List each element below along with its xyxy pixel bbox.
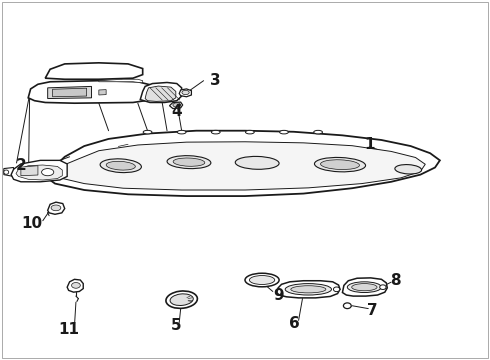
Polygon shape (11, 160, 67, 182)
Ellipse shape (72, 283, 80, 288)
Ellipse shape (166, 291, 197, 309)
Ellipse shape (211, 130, 220, 134)
Polygon shape (4, 167, 14, 176)
Ellipse shape (320, 160, 360, 170)
Ellipse shape (106, 161, 135, 170)
Text: 8: 8 (390, 273, 400, 288)
Text: 3: 3 (210, 73, 221, 88)
Ellipse shape (170, 294, 193, 306)
Polygon shape (16, 165, 62, 180)
Polygon shape (55, 142, 425, 190)
Ellipse shape (167, 156, 211, 168)
Text: 11: 11 (58, 322, 79, 337)
Ellipse shape (280, 130, 288, 134)
Polygon shape (48, 86, 92, 99)
Text: 1: 1 (364, 137, 374, 152)
Ellipse shape (347, 282, 381, 293)
Text: 10: 10 (21, 216, 42, 231)
Polygon shape (170, 102, 183, 109)
Polygon shape (28, 81, 155, 103)
Text: 2: 2 (16, 158, 27, 173)
Polygon shape (67, 279, 83, 292)
Ellipse shape (291, 286, 326, 293)
Ellipse shape (173, 103, 181, 107)
Polygon shape (179, 89, 192, 97)
Ellipse shape (42, 168, 54, 176)
Text: 6: 6 (289, 316, 300, 332)
Polygon shape (45, 63, 143, 79)
Polygon shape (52, 88, 87, 97)
Polygon shape (145, 86, 176, 102)
Ellipse shape (173, 158, 205, 166)
Ellipse shape (143, 130, 152, 134)
Ellipse shape (343, 303, 351, 309)
Ellipse shape (314, 130, 322, 134)
Ellipse shape (333, 287, 340, 292)
Ellipse shape (177, 130, 186, 134)
Polygon shape (140, 82, 182, 103)
Ellipse shape (245, 130, 254, 134)
Ellipse shape (249, 275, 275, 284)
Polygon shape (48, 202, 65, 214)
Text: 5: 5 (171, 318, 181, 333)
Ellipse shape (4, 170, 9, 174)
Text: 4: 4 (172, 104, 182, 118)
Polygon shape (99, 79, 143, 83)
Text: 7: 7 (368, 303, 378, 318)
Ellipse shape (51, 205, 61, 211)
Polygon shape (45, 131, 440, 196)
Ellipse shape (285, 284, 331, 295)
Polygon shape (277, 281, 340, 298)
Polygon shape (343, 278, 387, 296)
Ellipse shape (380, 285, 386, 289)
Ellipse shape (395, 165, 421, 174)
Ellipse shape (182, 90, 189, 95)
Ellipse shape (245, 273, 279, 287)
Ellipse shape (100, 159, 142, 172)
Ellipse shape (352, 284, 377, 291)
Ellipse shape (235, 156, 279, 169)
Ellipse shape (315, 157, 366, 172)
Polygon shape (21, 166, 38, 176)
Text: 9: 9 (273, 288, 283, 302)
Polygon shape (99, 90, 106, 95)
